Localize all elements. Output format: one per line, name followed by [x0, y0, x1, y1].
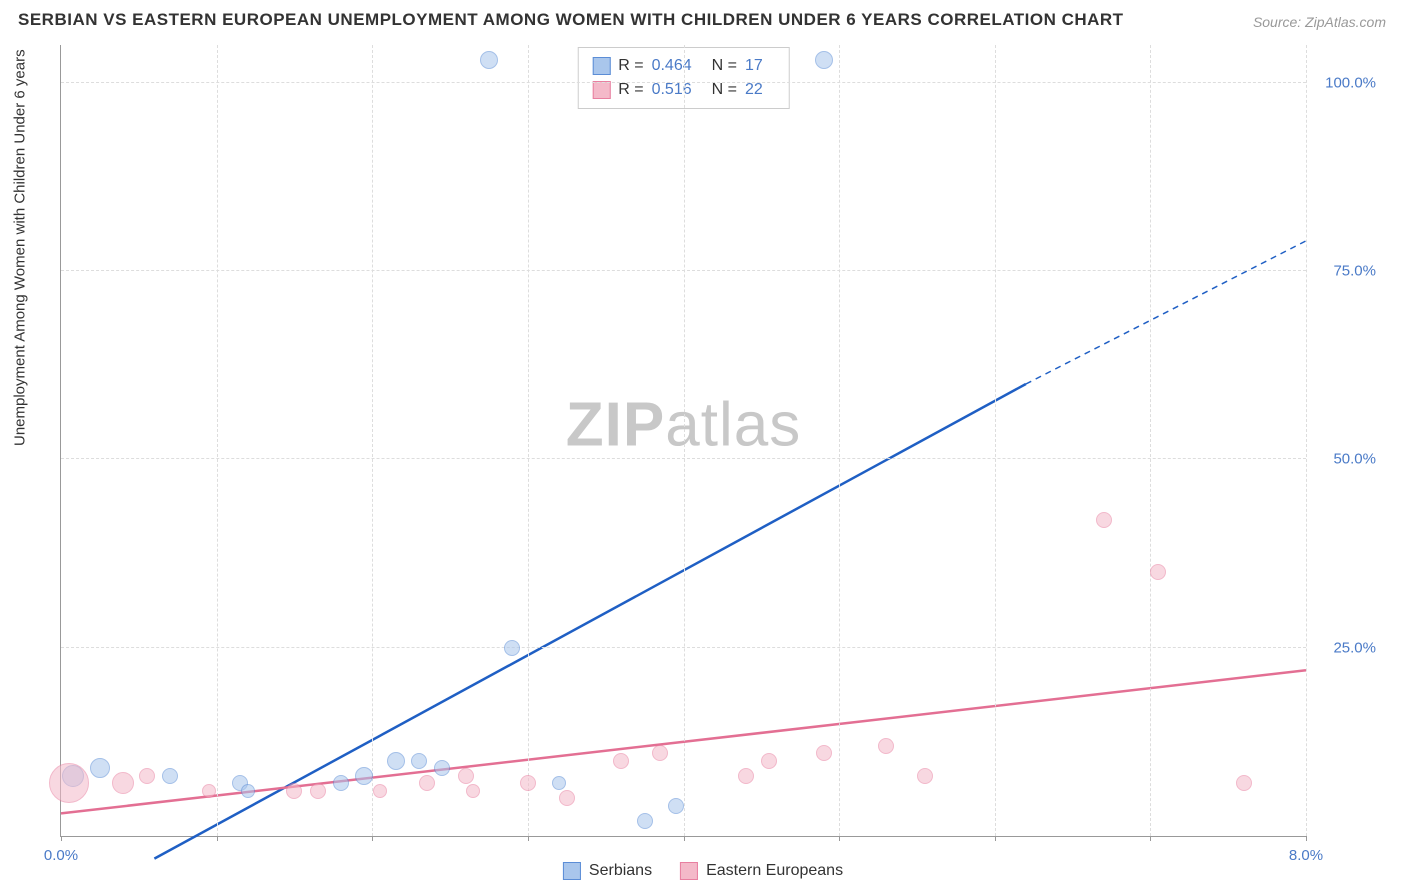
legend-item-eastern: Eastern Europeans: [680, 862, 843, 880]
data-point-eastern-europeans: [286, 783, 302, 799]
source-label: Source: ZipAtlas.com: [1253, 14, 1386, 30]
data-point-serbians: [815, 51, 833, 69]
data-point-serbians: [668, 798, 684, 814]
trend-line: [154, 384, 1026, 859]
data-point-serbians: [241, 784, 255, 798]
data-point-eastern-europeans: [466, 784, 480, 798]
chart-plot-area: ZIPatlas R = 0.464 N = 17 R = 0.516 N = …: [60, 45, 1306, 837]
xtick-mark: [528, 836, 529, 841]
gridline-v: [1150, 45, 1151, 836]
xtick-mark: [1150, 836, 1151, 841]
data-point-serbians: [355, 767, 373, 785]
ytick-label: 50.0%: [1316, 451, 1376, 468]
data-point-eastern-europeans: [458, 768, 474, 784]
legend-label-serbians: Serbians: [589, 862, 652, 880]
gridline-v: [372, 45, 373, 836]
gridline-v: [217, 45, 218, 836]
swatch-eastern: [592, 81, 610, 99]
data-point-eastern-europeans: [1236, 775, 1252, 791]
data-point-eastern-europeans: [139, 768, 155, 784]
legend-label-eastern: Eastern Europeans: [706, 862, 843, 880]
data-point-serbians: [411, 753, 427, 769]
data-point-eastern-europeans: [373, 784, 387, 798]
xtick-mark: [217, 836, 218, 841]
data-point-eastern-europeans: [202, 784, 216, 798]
trend-line-dashed: [1026, 241, 1306, 384]
data-point-eastern-europeans: [816, 745, 832, 761]
data-point-serbians: [162, 768, 178, 784]
data-point-serbians: [552, 776, 566, 790]
legend-swatch-serbians: [563, 862, 581, 880]
data-point-eastern-europeans: [917, 768, 933, 784]
xtick-mark: [61, 836, 62, 841]
data-point-serbians: [387, 752, 405, 770]
gridline-v: [839, 45, 840, 836]
data-point-serbians: [637, 813, 653, 829]
xtick-mark: [372, 836, 373, 841]
n-label: N =: [712, 54, 737, 78]
gridline-v: [684, 45, 685, 836]
xtick-mark: [995, 836, 996, 841]
data-point-eastern-europeans: [1150, 564, 1166, 580]
data-point-serbians: [333, 775, 349, 791]
ytick-label: 100.0%: [1316, 74, 1376, 91]
gridline-v: [995, 45, 996, 836]
data-point-eastern-europeans: [520, 775, 536, 791]
xtick-mark: [839, 836, 840, 841]
data-point-eastern-europeans: [652, 745, 668, 761]
legend-swatch-eastern: [680, 862, 698, 880]
bottom-legend: Serbians Eastern Europeans: [563, 862, 843, 880]
xtick-mark: [684, 836, 685, 841]
data-point-eastern-europeans: [112, 772, 134, 794]
data-point-serbians: [434, 760, 450, 776]
data-point-eastern-europeans: [761, 753, 777, 769]
xtick-mark: [1306, 836, 1307, 841]
gridline-v: [528, 45, 529, 836]
data-point-eastern-europeans: [1096, 512, 1112, 528]
ytick-label: 75.0%: [1316, 263, 1376, 280]
data-point-eastern-europeans: [878, 738, 894, 754]
xtick-label: 8.0%: [1289, 847, 1323, 864]
data-point-eastern-europeans: [49, 763, 89, 803]
n-value-serbians: 17: [745, 54, 763, 78]
r-value-serbians: 0.464: [652, 54, 692, 78]
xtick-label: 0.0%: [44, 847, 78, 864]
watermark-bold: ZIP: [566, 390, 665, 459]
ytick-label: 25.0%: [1316, 639, 1376, 656]
data-point-eastern-europeans: [559, 790, 575, 806]
data-point-serbians: [90, 758, 110, 778]
data-point-eastern-europeans: [738, 768, 754, 784]
data-point-serbians: [504, 640, 520, 656]
data-point-eastern-europeans: [310, 783, 326, 799]
watermark-light: atlas: [665, 390, 801, 459]
r-label: R =: [618, 54, 643, 78]
legend-item-serbians: Serbians: [563, 862, 652, 880]
data-point-serbians: [480, 51, 498, 69]
data-point-eastern-europeans: [419, 775, 435, 791]
y-axis-label: Unemployment Among Women with Children U…: [12, 49, 29, 446]
chart-title: SERBIAN VS EASTERN EUROPEAN UNEMPLOYMENT…: [18, 10, 1124, 30]
gridline-v: [1306, 45, 1307, 836]
data-point-eastern-europeans: [613, 753, 629, 769]
swatch-serbians: [592, 57, 610, 75]
